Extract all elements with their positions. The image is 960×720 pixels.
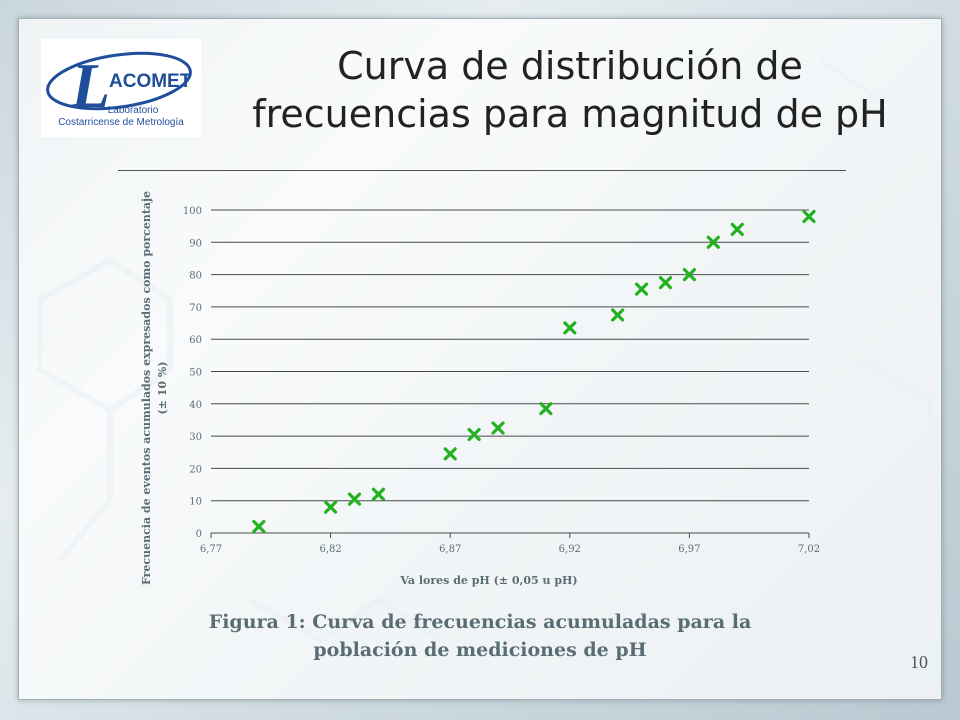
y-tick-label: 100 xyxy=(183,206,202,217)
x-tick-label: 6,87 xyxy=(439,544,461,555)
y-tick-label: 30 xyxy=(189,432,202,443)
y-tick-label: 40 xyxy=(189,400,202,411)
x-tick-label: 6,92 xyxy=(559,544,581,555)
x-tick-label: 6,97 xyxy=(678,544,700,555)
gridlines xyxy=(211,209,809,502)
slide-title: Curva de distribución de frecuencias par… xyxy=(190,42,950,138)
slide-title-line-2: frecuencias para magnitud de pH xyxy=(252,92,888,136)
data-point xyxy=(682,268,697,282)
logo-line2: Costarricense de Metrología xyxy=(58,117,184,128)
y-tick-label: 60 xyxy=(189,335,202,346)
y-tick-label: 50 xyxy=(189,368,202,379)
y-tick-label: 10 xyxy=(189,497,202,508)
data-points xyxy=(252,209,816,534)
lacomet-logo-graphic: L ACOMET Laboratorio Costarricense de Me… xyxy=(46,50,192,128)
x-axis-label: Va lores de pH (± 0,05 u pH) xyxy=(399,574,577,587)
data-point xyxy=(539,402,553,416)
x-tick-label: 6,77 xyxy=(200,544,222,555)
tick-labels: 0 10 20 30 40 50 60 70 80 90 100 6,77 6,82 6,87 6,92 6,… xyxy=(183,206,820,555)
x-tick-label: 6,82 xyxy=(319,544,341,555)
data-point xyxy=(371,487,386,501)
y-axis-label-line-2: (± 10 %) xyxy=(156,361,169,414)
logo-letter: L xyxy=(70,50,110,121)
figure-caption: Figura 1: Curva de frecuencias acumulada… xyxy=(150,608,810,664)
figure-caption-line-1: Figura 1: Curva de frecuencias acumulada… xyxy=(208,611,752,633)
data-point xyxy=(347,492,362,506)
slide-title-line-1: Curva de distribución de xyxy=(337,44,803,88)
data-point xyxy=(563,321,577,335)
logo-name: ACOMET xyxy=(109,71,192,92)
data-point xyxy=(658,276,673,290)
data-point xyxy=(467,427,481,442)
y-tick-label: 0 xyxy=(196,529,202,540)
data-point xyxy=(324,500,338,514)
data-point xyxy=(802,209,816,224)
y-tick-label: 70 xyxy=(189,303,202,314)
x-tick-label: 7,02 xyxy=(798,544,820,555)
data-point xyxy=(252,519,266,534)
data-point xyxy=(634,282,649,296)
data-point xyxy=(491,421,505,435)
y-tick-label: 90 xyxy=(189,238,202,249)
y-tick-label: 80 xyxy=(189,271,202,282)
data-point xyxy=(611,308,625,322)
lacomet-logo: L ACOMET Laboratorio Costarricense de Me… xyxy=(41,39,201,137)
y-axis-label-line-1: Frecuencia de eventos acumulados expresa… xyxy=(140,191,153,585)
data-point xyxy=(443,447,457,461)
data-point xyxy=(730,222,744,236)
figure-caption-line-2: población de mediciones de pH xyxy=(313,639,647,661)
axes xyxy=(210,532,810,538)
data-point xyxy=(706,235,720,249)
title-divider xyxy=(118,170,846,171)
page-number: 10 xyxy=(910,652,928,672)
logo-line1: Laboratorio xyxy=(108,105,159,116)
y-tick-label: 20 xyxy=(189,464,202,475)
y-axis-label: Frecuencia de eventos acumulados expresa… xyxy=(140,191,169,585)
slide: L ACOMET Laboratorio Costarricense de Me… xyxy=(18,18,942,700)
